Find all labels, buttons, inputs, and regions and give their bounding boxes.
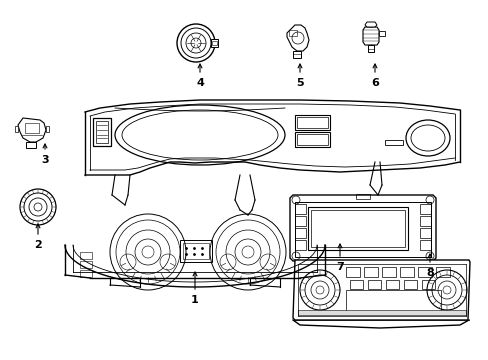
Bar [421,280,434,289]
Text: 3: 3 [41,155,49,165]
Polygon shape [292,51,301,58]
Bar [294,202,430,257]
Bar [403,280,416,289]
Polygon shape [292,260,469,320]
Bar [212,41,217,45]
Bar [346,290,440,312]
Bar [80,270,92,277]
Bar [307,207,407,250]
Polygon shape [364,22,376,27]
Polygon shape [210,39,218,47]
Bar [294,204,305,214]
Bar [367,280,380,289]
Bar [299,270,311,277]
Bar [419,216,430,226]
Bar [80,261,92,268]
Polygon shape [378,31,384,36]
Text: 8: 8 [425,268,433,278]
Polygon shape [286,25,308,51]
Bar [384,140,402,145]
Bar [288,30,296,36]
Bar [183,243,208,259]
Bar [294,228,305,238]
Bar [419,228,430,238]
Bar [385,280,398,289]
Bar [180,240,212,262]
Bar [294,216,305,226]
Bar [363,267,377,277]
Bar [399,267,413,277]
Polygon shape [46,126,49,132]
Polygon shape [26,142,36,148]
Bar [294,132,329,147]
Bar [299,252,311,259]
Bar [435,267,449,277]
Bar [417,267,431,277]
Text: 6: 6 [370,78,378,88]
Polygon shape [362,27,378,45]
Bar [355,194,369,199]
Polygon shape [367,45,373,52]
Bar [299,261,311,268]
Bar [93,118,111,146]
Polygon shape [289,195,435,261]
Bar [25,123,39,133]
Bar [310,210,404,247]
Bar [296,117,327,128]
Polygon shape [18,118,46,142]
Text: 7: 7 [335,262,343,272]
Bar [80,252,92,259]
Bar [294,115,329,130]
Text: 1: 1 [191,295,199,305]
Bar [419,240,430,250]
Bar [349,280,362,289]
Polygon shape [15,126,18,132]
Bar [294,240,305,250]
Text: 2: 2 [34,240,42,250]
Bar [419,204,430,214]
Bar [96,121,108,143]
Text: 4: 4 [196,78,203,88]
Bar [297,310,465,315]
Text: 5: 5 [296,78,303,88]
Bar [296,134,327,145]
Bar [381,267,395,277]
Bar [346,267,359,277]
